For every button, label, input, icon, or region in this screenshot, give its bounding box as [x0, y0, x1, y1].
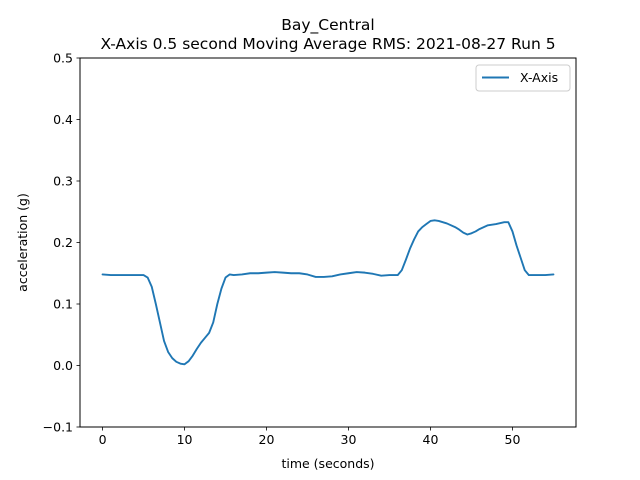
x-axis-label: time (seconds)	[281, 456, 374, 471]
plot-area-frame	[79, 57, 577, 428]
x-tick-label: 40	[423, 432, 439, 447]
legend: X-Axis	[475, 64, 571, 92]
x-tick-label: 50	[505, 432, 521, 447]
y-tick-label: −0.1	[43, 420, 73, 435]
chart-title: Bay_Central	[281, 16, 375, 35]
chart-subtitle: X-Axis 0.5 second Moving Average RMS: 20…	[100, 35, 555, 53]
legend-label-x-axis: X-Axis	[520, 70, 558, 85]
y-axis-label: acceleration (g)	[15, 193, 30, 292]
legend-box	[475, 64, 571, 92]
y-tick-label: 0.1	[53, 297, 73, 312]
series-line-x-axis	[101, 219, 555, 366]
y-tick-label: 0.0	[53, 358, 73, 373]
x-tick-label: 20	[259, 432, 275, 447]
y-tick-label: 0.5	[53, 51, 73, 66]
y-tick-label: 0.2	[53, 235, 73, 250]
x-axis-ticks: 0 10 20 30 40 50	[99, 427, 521, 447]
x-tick-label: 10	[177, 432, 193, 447]
y-tick-label: 0.3	[53, 174, 73, 189]
x-tick-label: 0	[99, 432, 107, 447]
y-tick-label: 0.4	[53, 112, 73, 127]
x-tick-label: 30	[341, 432, 357, 447]
y-axis-ticks: −0.1 0.0 0.1 0.2 0.3 0.4 0.5	[43, 51, 80, 435]
